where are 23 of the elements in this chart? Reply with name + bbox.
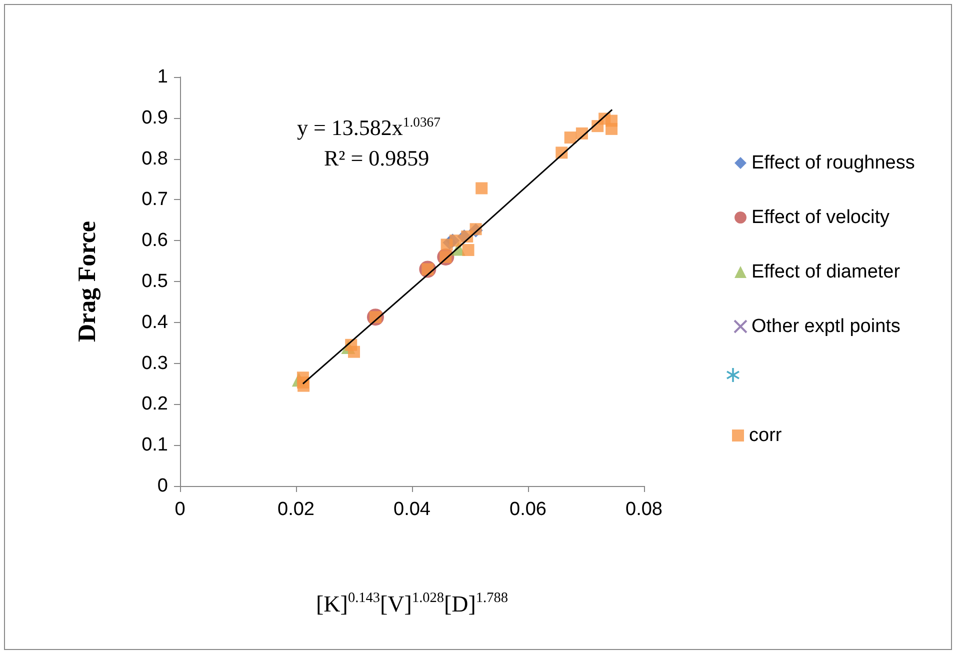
y-tick-label: 0.3 — [142, 352, 168, 374]
x-tick-label: 0.04 — [394, 499, 431, 520]
legend-label: Effect of roughness — [752, 152, 915, 174]
y-tick-label: 0.7 — [142, 189, 168, 210]
y-axis-title: Drag Force — [74, 220, 101, 342]
legend-label: Effect of diameter — [752, 262, 901, 282]
legend-label: Other exptl points — [752, 316, 900, 337]
x-tick-label: 0 — [174, 499, 186, 520]
x-tick-label: 0.06 — [510, 499, 546, 520]
y-tick-label: 0 — [157, 476, 168, 496]
y-tick-label: 0.2 — [142, 394, 168, 415]
y-tick-label: 0.4 — [142, 312, 168, 333]
y-tick-label: 0.9 — [142, 107, 168, 128]
annotation: R² = 0.9859 — [324, 146, 430, 170]
legend-label: Effect of velocity — [752, 207, 890, 228]
x-tick-label: 0.08 — [626, 499, 662, 520]
legend-label: corr — [749, 425, 782, 446]
y-tick-label: 0.1 — [142, 434, 168, 456]
x-tick-label: 0.02 — [278, 499, 314, 520]
y-tick-label: 0.8 — [142, 148, 168, 170]
y-tick-label: 0.5 — [142, 271, 168, 292]
y-tick-label: 1 — [157, 66, 168, 88]
y-tick-label: 0.6 — [142, 230, 168, 252]
